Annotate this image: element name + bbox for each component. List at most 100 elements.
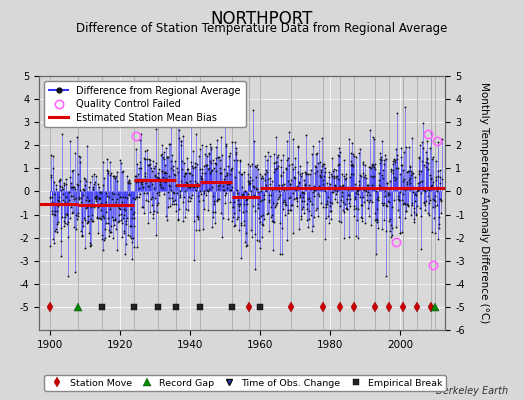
Point: [221, 192, 229, 198]
Point: [113, 246, 122, 253]
Point: [202, 143, 210, 149]
Point: [307, 212, 315, 218]
Point: [224, 153, 233, 159]
Point: [368, 162, 377, 169]
Point: [119, 212, 128, 218]
Point: [290, 185, 299, 192]
Point: [272, 202, 280, 208]
Point: [119, 215, 127, 222]
Point: [201, 178, 210, 185]
Point: [132, 179, 140, 185]
Point: [108, 173, 117, 180]
Point: [80, 215, 88, 221]
Point: [280, 187, 288, 194]
Point: [69, 184, 78, 190]
Point: [280, 199, 289, 206]
Point: [171, 158, 179, 164]
Point: [54, 178, 63, 184]
Point: [297, 213, 305, 220]
Point: [161, 162, 169, 168]
Point: [70, 184, 79, 190]
Point: [377, 138, 386, 145]
Point: [168, 200, 176, 207]
Point: [364, 189, 372, 195]
Point: [72, 134, 81, 140]
Point: [310, 214, 318, 220]
Point: [341, 201, 349, 208]
Point: [275, 187, 283, 194]
Point: [173, 216, 182, 223]
Point: [421, 206, 430, 213]
Point: [212, 144, 220, 150]
Point: [438, 136, 446, 142]
Point: [108, 214, 116, 220]
Point: [56, 177, 64, 184]
Point: [175, 134, 183, 141]
Point: [381, 156, 390, 163]
Point: [260, 192, 268, 199]
Point: [225, 153, 233, 160]
Point: [181, 170, 190, 176]
Point: [159, 185, 168, 191]
Point: [196, 188, 204, 194]
Point: [124, 191, 133, 197]
Point: [82, 196, 91, 203]
Point: [360, 199, 368, 206]
Point: [328, 200, 336, 206]
Point: [47, 194, 56, 200]
Point: [305, 194, 314, 201]
Point: [398, 191, 407, 197]
Point: [307, 166, 315, 173]
Point: [181, 188, 189, 194]
Point: [373, 196, 381, 203]
Point: [105, 159, 114, 165]
Point: [224, 163, 232, 170]
Point: [386, 178, 394, 184]
Point: [267, 192, 276, 198]
Point: [170, 201, 178, 208]
Point: [214, 183, 223, 190]
Point: [380, 161, 388, 167]
Point: [50, 178, 59, 185]
Point: [222, 190, 230, 196]
Point: [118, 169, 126, 176]
Point: [55, 194, 63, 200]
Point: [166, 140, 174, 147]
Point: [271, 158, 280, 165]
Point: [328, 189, 336, 195]
Point: [405, 168, 413, 174]
Point: [429, 154, 437, 160]
Point: [211, 209, 219, 216]
Point: [91, 178, 100, 185]
Point: [138, 184, 147, 190]
Point: [232, 149, 240, 156]
Point: [47, 173, 55, 180]
Point: [68, 166, 77, 173]
Point: [373, 219, 381, 226]
Point: [257, 172, 266, 179]
Point: [207, 146, 215, 152]
Point: [112, 226, 120, 232]
Point: [279, 152, 287, 158]
Point: [358, 194, 367, 200]
Point: [221, 173, 230, 180]
Point: [270, 168, 278, 175]
Point: [199, 196, 207, 203]
Point: [64, 234, 73, 240]
Point: [335, 218, 344, 224]
Point: [337, 218, 345, 225]
Point: [60, 180, 69, 186]
Point: [429, 204, 438, 210]
Point: [244, 178, 253, 185]
Point: [206, 170, 214, 176]
Point: [379, 217, 388, 223]
Point: [71, 150, 79, 156]
Point: [311, 163, 319, 169]
Point: [349, 171, 357, 177]
Point: [105, 232, 113, 239]
Point: [411, 174, 420, 180]
Point: [160, 190, 169, 197]
Point: [256, 171, 264, 178]
Point: [356, 146, 364, 152]
Point: [252, 164, 260, 170]
